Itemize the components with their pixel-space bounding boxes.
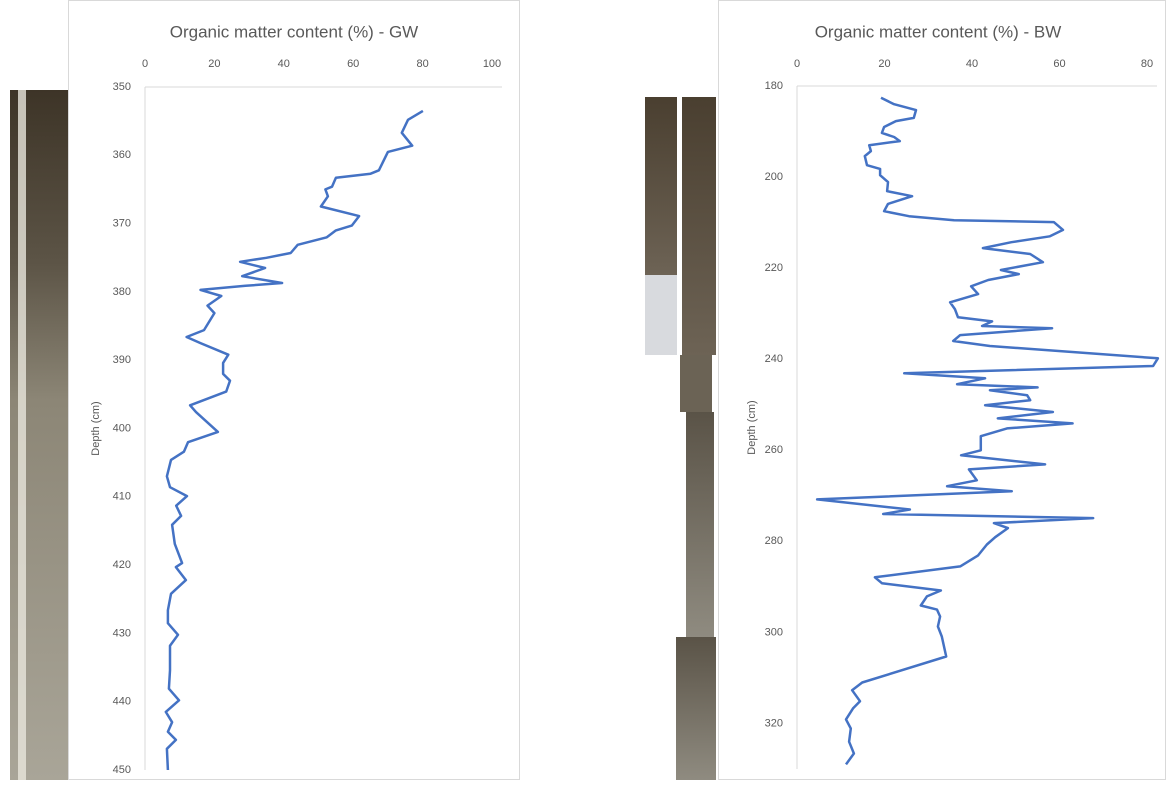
y-tick-label: 360 <box>113 149 131 161</box>
core-photo-bw <box>682 97 716 355</box>
x-tick-label: 0 <box>794 58 800 70</box>
x-tick-label: 80 <box>416 58 428 70</box>
page: {"chart_data": [ {"type": "line", "title… <box>0 0 1166 780</box>
y-tick-label: 370 <box>113 218 131 230</box>
core-photo-bw <box>680 355 712 412</box>
y-tick-label: 410 <box>113 491 131 503</box>
y-tick-label: 450 <box>113 764 131 776</box>
y-tick-label: 280 <box>765 535 783 547</box>
y-tick-label: 180 <box>765 80 783 92</box>
x-tick-label: 40 <box>278 58 290 70</box>
x-tick-label: 100 <box>483 58 501 70</box>
x-tick-label: 40 <box>966 58 978 70</box>
chart: Organic matter content (%) - GW Depth (cm… <box>0 0 1166 780</box>
x-tick-label: 20 <box>878 58 890 70</box>
core-photo-bw <box>645 97 677 275</box>
y-tick-label: 420 <box>113 559 131 571</box>
y-axis-label: Depth (cm) <box>90 401 102 455</box>
y-tick-label: 320 <box>765 717 783 729</box>
chart-frame <box>69 1 520 780</box>
y-tick-label: 430 <box>113 627 131 639</box>
y-tick-label: 350 <box>113 81 131 93</box>
y-tick-label: 240 <box>765 353 783 365</box>
y-axis-label: Depth (cm) <box>746 400 758 454</box>
y-tick-label: 380 <box>113 286 131 298</box>
measuring-tape <box>18 90 26 780</box>
y-tick-label: 400 <box>113 422 131 434</box>
y-tick-label: 390 <box>113 354 131 366</box>
x-tick-label: 20 <box>208 58 220 70</box>
y-tick-label: 260 <box>765 444 783 456</box>
x-tick-label: 60 <box>347 58 359 70</box>
chart-title: Organic matter content (%) - GW <box>170 22 418 41</box>
y-tick-label: 200 <box>765 171 783 183</box>
chart-title: Organic matter content (%) - BW <box>815 22 1062 41</box>
y-tick-label: 440 <box>113 696 131 708</box>
y-tick-label: 300 <box>765 626 783 638</box>
core-photo-bw <box>645 275 677 355</box>
x-tick-label: 80 <box>1141 58 1153 70</box>
x-tick-label: 0 <box>142 58 148 70</box>
x-tick-label: 60 <box>1053 58 1065 70</box>
y-tick-label: 220 <box>765 262 783 274</box>
core-photo-bw <box>686 412 714 637</box>
chart-frame <box>719 1 1166 780</box>
core-photo-bw <box>676 637 716 780</box>
